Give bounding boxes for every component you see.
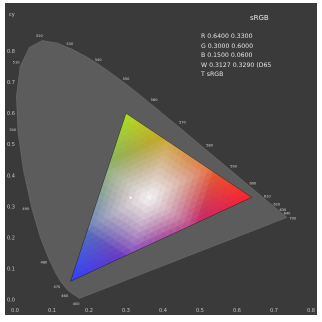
y-tick-label: 0.2	[7, 236, 15, 242]
wavelength-label: 470	[53, 285, 61, 289]
chart-frame: 400 460 470 480 490 500 510 520 530 540 550 560 570 5…	[5, 3, 317, 315]
chromaticity-chart: 400 460 470 480 490 500 510 520 530 540 550 560 570 5…	[7, 34, 315, 314]
x-tick-label: 0.6	[233, 308, 241, 314]
wavelength-label: 590	[230, 165, 238, 169]
wavelength-label: 640	[284, 212, 292, 216]
x-tick-label: 0.4	[159, 308, 167, 314]
primaries-info-line: R 0.6400 0.3300	[201, 33, 253, 40]
wavelength-label: 460	[61, 294, 69, 298]
srgb-gamut-triangle	[70, 112, 253, 282]
wavelength-label: 580	[206, 143, 214, 147]
wavelength-label: 520	[36, 34, 44, 38]
x-tick-label: 0.0	[11, 308, 19, 314]
wavelength-label: 600	[249, 182, 257, 186]
y-tick-label: 0.1	[7, 267, 15, 273]
y-tick-label: 0.7	[7, 80, 15, 86]
wavelength-labels: 400 460 470 480 490 500 510 520 530 540 550 560 570 5…	[9, 34, 297, 306]
wavelength-label: 630	[279, 208, 287, 212]
wavelength-label: 540	[95, 58, 103, 62]
chart-title: sRGB	[250, 14, 269, 22]
white-point	[129, 196, 132, 199]
x-tick-label: 0.8	[307, 308, 315, 314]
y-tick-label: 0.6	[7, 111, 15, 117]
wavelength-label: 510	[13, 60, 21, 64]
primaries-info-line: W 0.3127 0.3290 (D65	[201, 61, 272, 69]
wavelength-label: 700	[289, 217, 297, 221]
primaries-info: R 0.6400 0.3300 G 0.3000 0.6000 B 0.1500 0…	[201, 32, 271, 80]
wavelength-label: 550	[123, 77, 131, 81]
x-tick-label: 0.2	[85, 308, 93, 314]
wavelength-label: 560	[151, 98, 159, 102]
y-tick-label: 0.8	[7, 49, 15, 55]
primaries-info-line: B 0.1500 0.0600	[201, 52, 253, 59]
wavelength-label: 570	[179, 121, 187, 125]
y-tick-label: 0.5	[7, 142, 15, 148]
axes: 0.0 0.1 0.2 0.3 0.4 0.5 0.6 0.7 0.8 0.0 0.1 0.2 0.3 0…	[7, 49, 315, 314]
wavelength-label: 530	[66, 42, 74, 46]
x-tick-label: 0.7	[270, 308, 278, 314]
wavelength-label: 490	[22, 207, 30, 211]
wavelength-label: 400	[73, 302, 81, 306]
x-tick-label: 0.1	[48, 308, 56, 314]
primaries-info-line: G 0.3000 0.6000	[201, 42, 254, 50]
wavelength-label: 610	[264, 194, 272, 198]
x-tick-label: 0.3	[122, 308, 130, 314]
wavelength-label: 480	[40, 260, 48, 264]
wavelength-label: 620	[273, 203, 281, 207]
x-tick-label: 0.5	[196, 308, 204, 314]
primaries-info-line: T sRGB	[201, 71, 224, 78]
y-tick-label: 0.4	[7, 173, 15, 179]
wavelength-label: 500	[9, 128, 17, 132]
y-tick-label: 0.0	[7, 298, 15, 304]
y-axis-corner-label: cy	[9, 12, 15, 18]
y-tick-label: 0.3	[7, 204, 15, 210]
gamut-outline	[70, 112, 253, 282]
